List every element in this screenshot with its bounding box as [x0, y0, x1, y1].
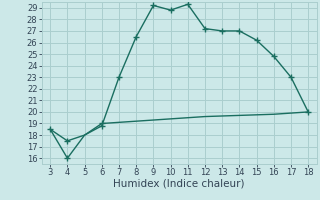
X-axis label: Humidex (Indice chaleur): Humidex (Indice chaleur)	[114, 179, 245, 189]
